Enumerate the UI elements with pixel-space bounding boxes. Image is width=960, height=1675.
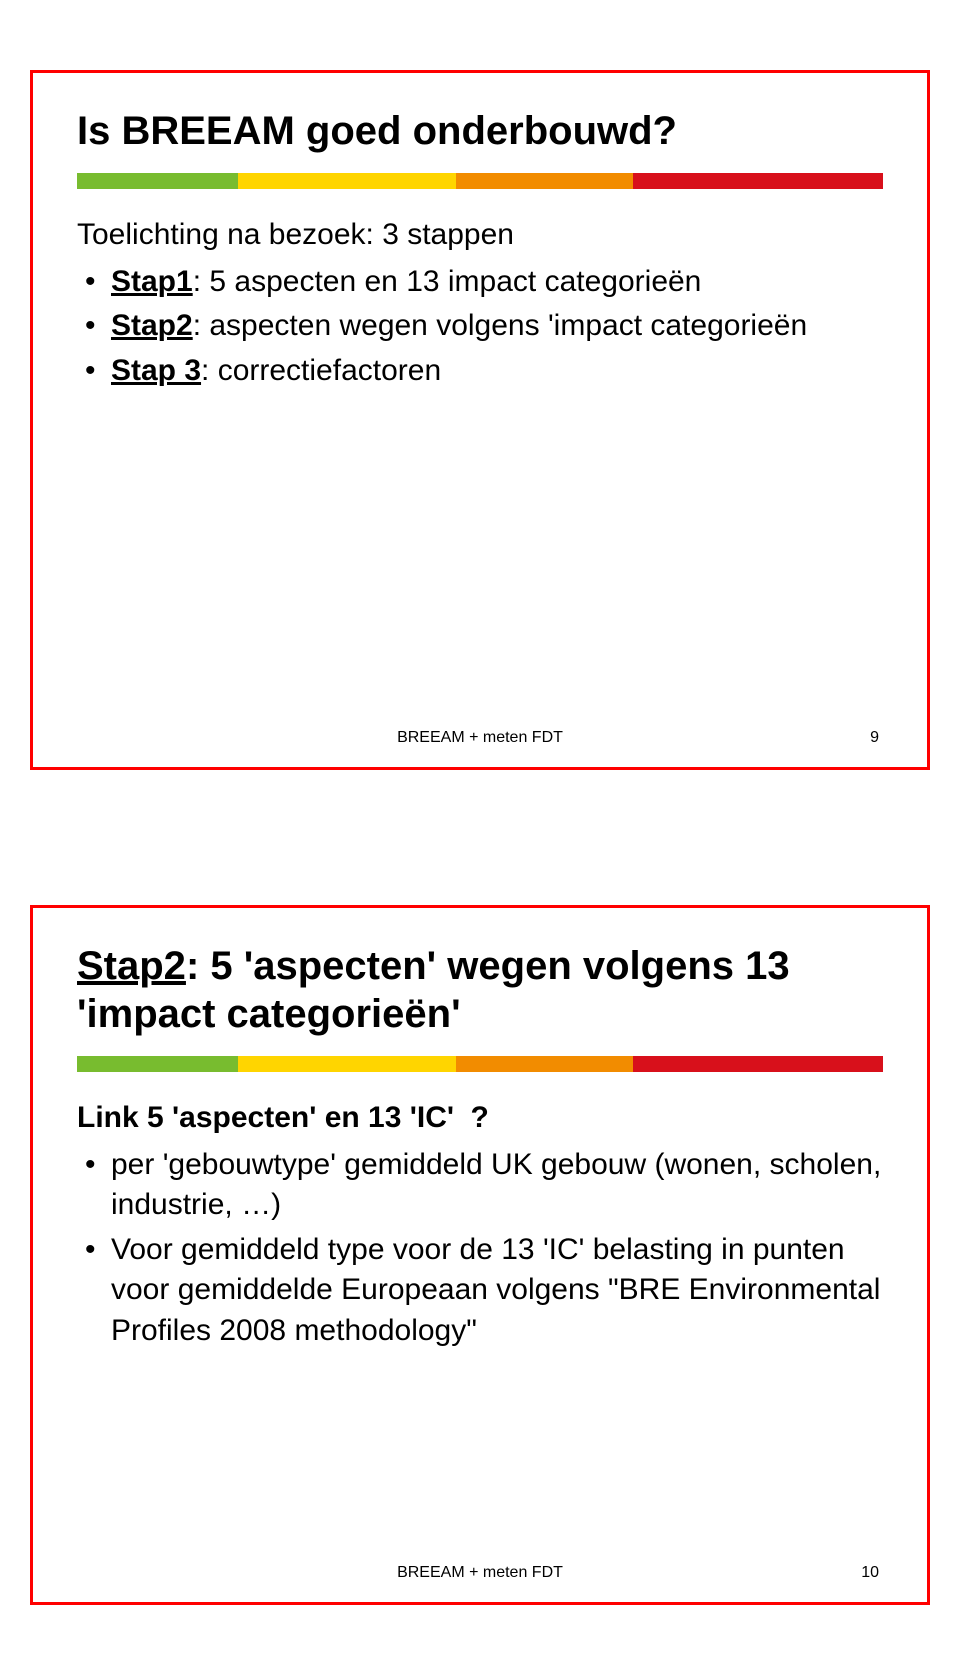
bullet-item: Stap 3: correctiefactoren bbox=[77, 351, 883, 392]
stripe-orange bbox=[456, 1056, 633, 1072]
step-text: : 5 aspecten en 13 impact categorieën bbox=[193, 265, 702, 298]
bullet-item: Stap1: 5 aspecten en 13 impact categorie… bbox=[77, 262, 883, 303]
footer-page-number: 9 bbox=[870, 729, 879, 747]
stripe-green bbox=[77, 173, 238, 189]
step-text: : correctiefactoren bbox=[201, 354, 441, 387]
slide-2: Stap2: 5 'aspecten' wegen volgens 13 'im… bbox=[30, 905, 930, 1605]
bullet-item: Stap2: aspecten wegen volgens 'impact ca… bbox=[77, 306, 883, 347]
color-stripe bbox=[77, 173, 883, 189]
stripe-green bbox=[77, 1056, 238, 1072]
slide-content: Link 5 'aspecten' en 13 'IC'? per 'gebou… bbox=[77, 1098, 883, 1351]
footer-page-number: 10 bbox=[861, 1564, 879, 1582]
bullet-list: Stap1: 5 aspecten en 13 impact categorie… bbox=[77, 262, 883, 392]
slide-footer: BREEAM + meten FDT 9 bbox=[33, 729, 927, 747]
bullet-item: Voor gemiddeld type voor de 13 'IC' bela… bbox=[77, 1230, 883, 1352]
slide-footer: BREEAM + meten FDT 10 bbox=[33, 1564, 927, 1582]
stripe-yellow bbox=[238, 173, 456, 189]
step-label: Stap 3 bbox=[111, 354, 201, 387]
slide-1: Is BREEAM goed onderbouwd? Toelichting n… bbox=[30, 70, 930, 770]
stripe-red bbox=[633, 1056, 883, 1072]
color-stripe bbox=[77, 1056, 883, 1072]
step-label: Stap1 bbox=[111, 265, 193, 298]
lead-bold: Link 5 'aspecten' en 13 'IC' bbox=[77, 1101, 454, 1134]
slide-title: Stap2: 5 'aspecten' wegen volgens 13 'im… bbox=[77, 942, 883, 1038]
slide-title: Is BREEAM goed onderbouwd? bbox=[77, 107, 883, 155]
footer-text: BREEAM + meten FDT bbox=[397, 729, 563, 746]
slide-content: Toelichting na bezoek: 3 stappen Stap1: … bbox=[77, 215, 883, 391]
bullet-item: per 'gebouwtype' gemiddeld UK gebouw (wo… bbox=[77, 1145, 883, 1226]
lead-text: Link 5 'aspecten' en 13 'IC'? bbox=[77, 1098, 883, 1139]
lead-question: ? bbox=[471, 1101, 489, 1134]
stripe-red bbox=[633, 173, 883, 189]
step-label: Stap2 bbox=[111, 309, 193, 342]
title-label: Stap2 bbox=[77, 944, 186, 988]
stripe-yellow bbox=[238, 1056, 456, 1072]
bullet-list: per 'gebouwtype' gemiddeld UK gebouw (wo… bbox=[77, 1145, 883, 1352]
footer-text: BREEAM + meten FDT bbox=[397, 1564, 563, 1581]
stripe-orange bbox=[456, 173, 633, 189]
step-text: : aspecten wegen volgens 'impact categor… bbox=[193, 309, 807, 342]
lead-text: Toelichting na bezoek: 3 stappen bbox=[77, 215, 883, 256]
